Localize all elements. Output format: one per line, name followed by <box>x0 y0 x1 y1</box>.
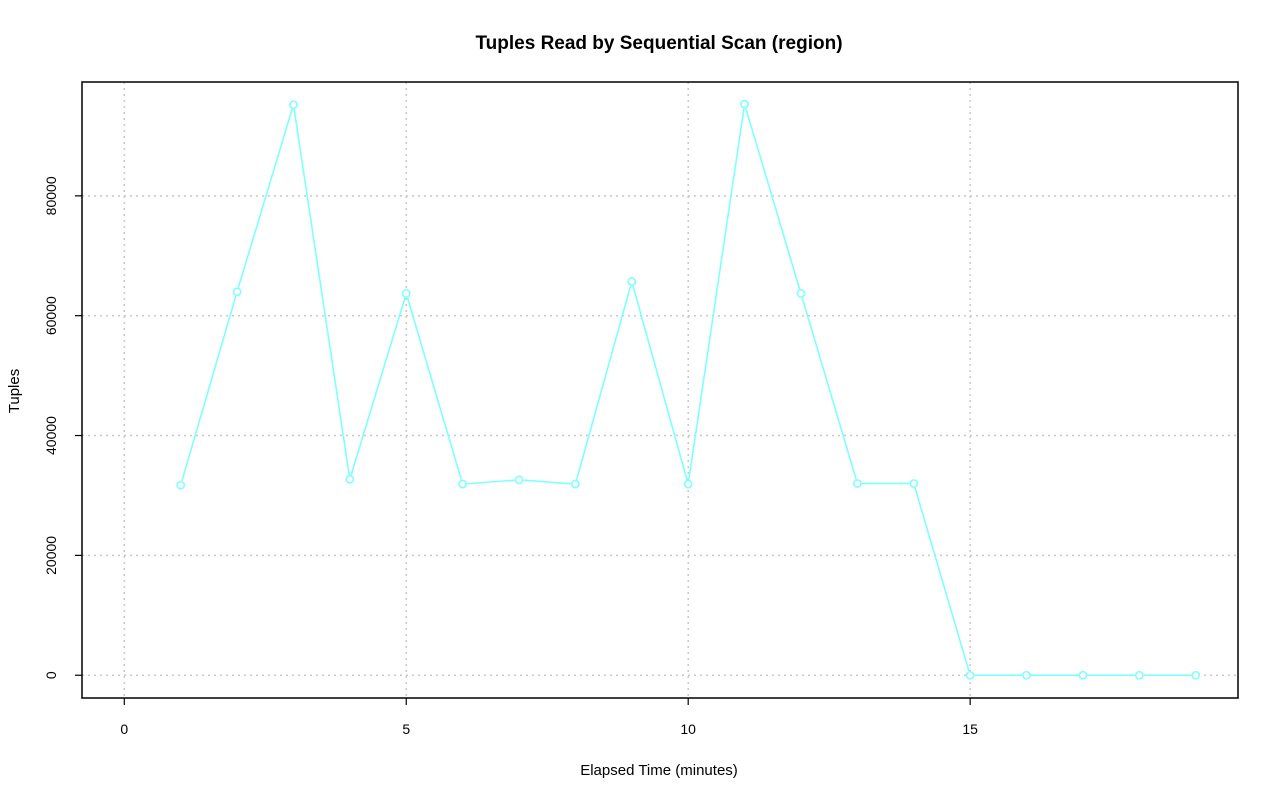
data-point <box>401 289 411 298</box>
series-line-segment <box>467 479 515 485</box>
data-point <box>1191 670 1201 680</box>
series-line-segment <box>293 109 350 475</box>
series-line-segment <box>181 295 237 482</box>
data-point <box>176 480 186 490</box>
data-point <box>289 100 298 110</box>
series-line-segment <box>914 487 970 672</box>
y-axis-label: Tuples <box>6 369 23 413</box>
data-point <box>1022 670 1031 680</box>
data-point <box>1078 670 1088 680</box>
series-0 <box>176 99 1201 680</box>
series-line-segment <box>688 108 745 480</box>
data-point <box>514 475 524 485</box>
plot-frame <box>81 81 1239 699</box>
y-tick-label: 0 <box>43 671 59 679</box>
data-point <box>627 277 637 286</box>
data-point <box>909 479 919 488</box>
y-tick-label: 80000 <box>43 176 59 215</box>
series-line-segment <box>632 285 688 480</box>
series-line-segment <box>745 108 801 290</box>
data-point <box>852 479 862 488</box>
y-tick-label: 60000 <box>43 296 59 335</box>
x-tick-label: 5 <box>402 721 410 737</box>
data-point <box>796 289 806 298</box>
x-tick-label: 10 <box>680 721 696 737</box>
series-line-segment <box>406 297 463 480</box>
y-tick-label: 20000 <box>43 536 59 575</box>
data-point <box>571 479 580 489</box>
chart-title: Tuples Read by Sequential Scan (region) <box>475 33 842 54</box>
series-line-segment <box>237 108 293 288</box>
x-tick-label: 15 <box>962 721 978 737</box>
data-point <box>232 287 242 297</box>
data-point <box>965 670 975 680</box>
x-tick-label: 0 <box>120 721 128 737</box>
x-axis-label: Elapsed Time (minutes) <box>580 762 738 779</box>
series-line-segment <box>523 479 571 485</box>
series-line-segment <box>575 285 632 480</box>
data-point <box>1134 670 1144 680</box>
series-line-segment <box>350 297 406 476</box>
data-point <box>345 474 355 484</box>
data-point <box>458 479 468 489</box>
grid-layer <box>82 82 1238 698</box>
series-layer <box>176 99 1201 680</box>
data-point <box>740 99 749 109</box>
axis-ticks: 0 5 10 15 0 20000 40000 60000 80000 <box>43 176 978 737</box>
series-line-segment <box>801 297 857 480</box>
y-tick-label: 40000 <box>43 416 59 455</box>
data-point <box>683 479 693 489</box>
